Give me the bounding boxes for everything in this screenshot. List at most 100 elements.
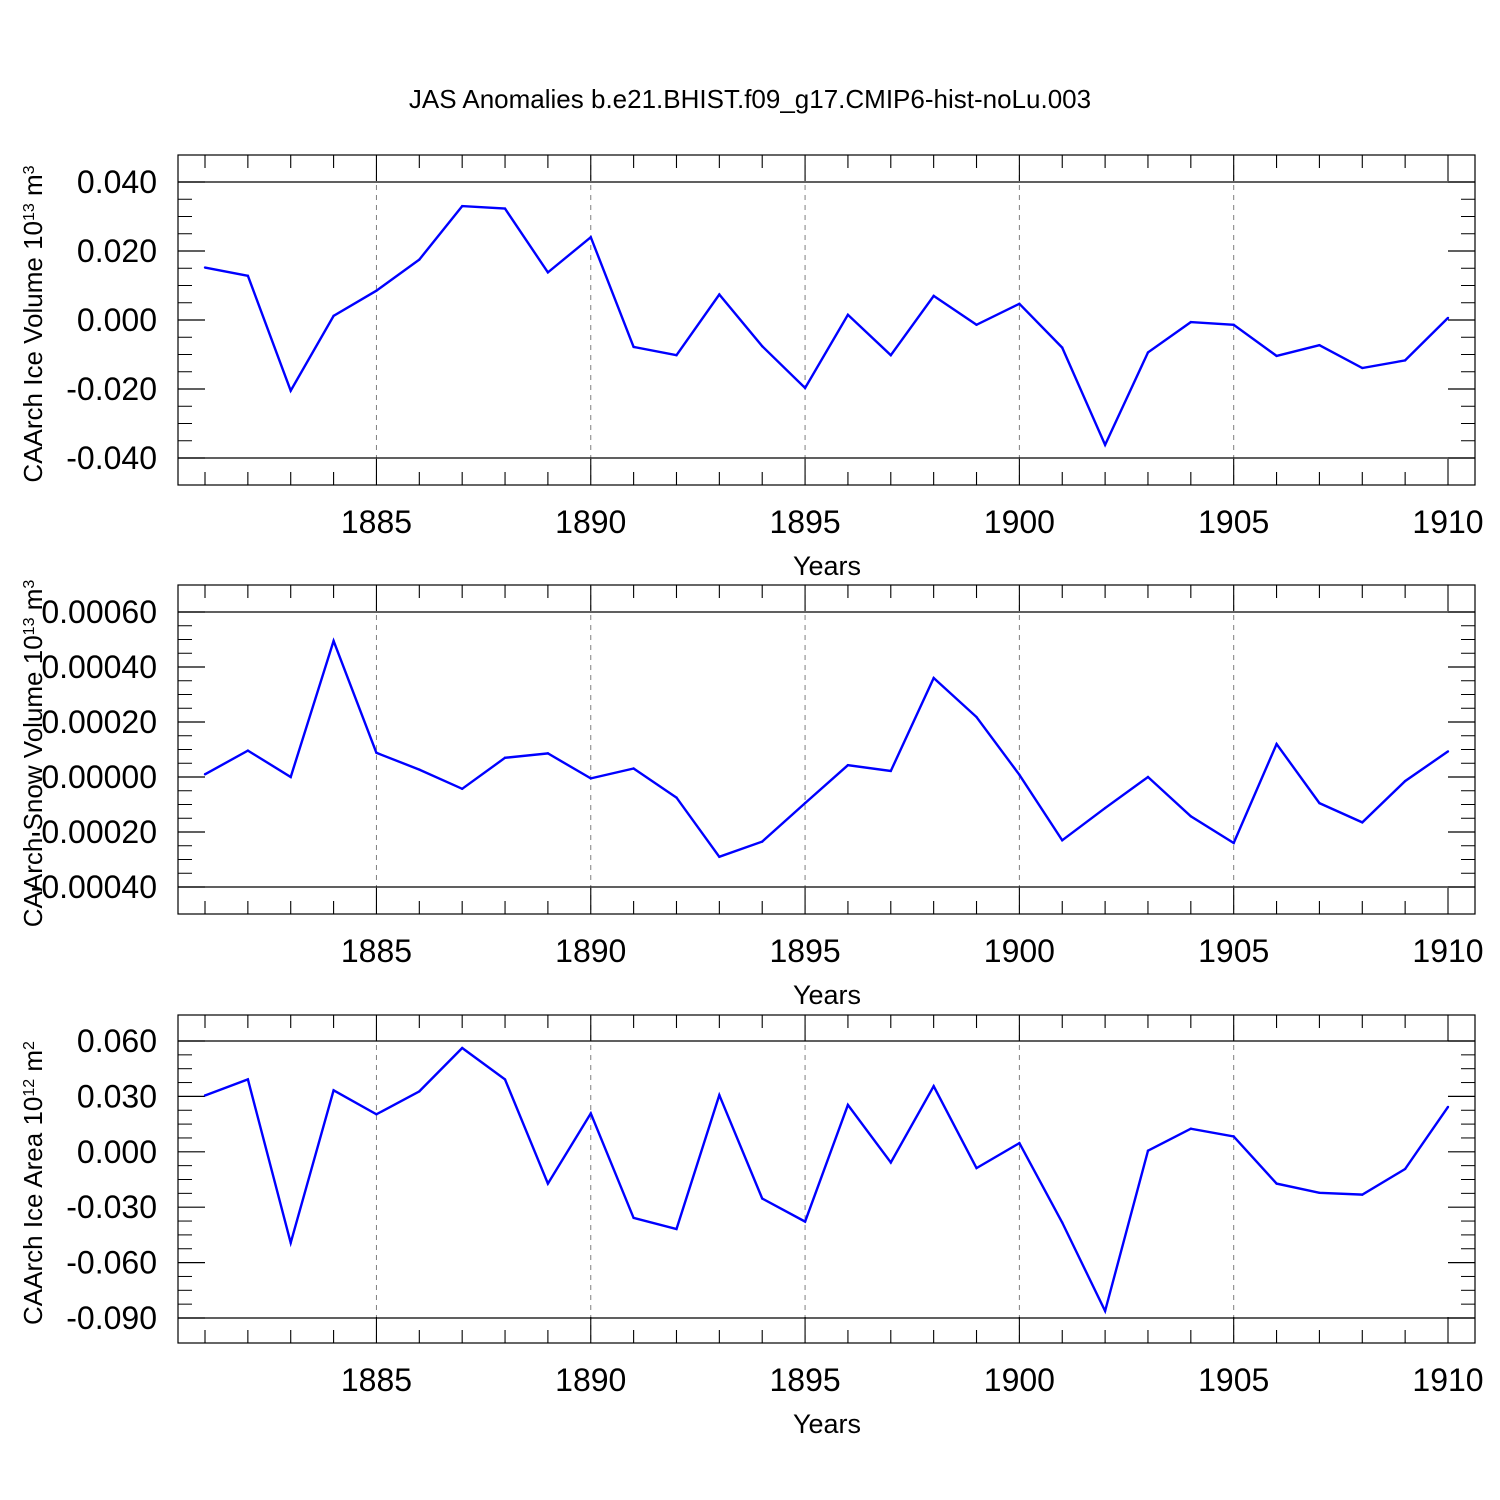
data-point — [1232, 841, 1235, 845]
data-point — [546, 1182, 550, 1185]
y-tick-label: 0.00040 — [41, 649, 157, 685]
data-point — [1189, 320, 1193, 324]
data-point — [1146, 351, 1150, 354]
data-point — [1275, 742, 1278, 746]
y-tick-label: 0.030 — [77, 1078, 157, 1114]
data-point — [1361, 821, 1364, 824]
x-tick-label: 1910 — [1412, 1362, 1483, 1398]
data-point — [1146, 775, 1150, 779]
data-point — [889, 1161, 892, 1164]
data-point — [332, 1089, 335, 1092]
data-point — [1061, 346, 1064, 349]
data-point — [675, 353, 678, 357]
data-point — [846, 1103, 850, 1107]
y-tick-label: 0.00020 — [41, 704, 157, 740]
data-point — [675, 796, 678, 799]
plot-frame — [177, 1014, 1476, 1344]
data-point — [975, 323, 978, 327]
data-point — [1018, 302, 1021, 305]
y-tick-label: 0.000 — [77, 302, 157, 338]
data-point — [589, 1112, 592, 1115]
data-point — [460, 204, 464, 208]
chart-panel-1: -0.040 -0.020 0.000 0.020 0.040 1885 1890 1895 1… — [18, 154, 1484, 581]
series-line — [204, 204, 1449, 448]
data-point — [1018, 773, 1021, 776]
y-tick-label: 0.020 — [77, 233, 157, 269]
x-tick-label: 1910 — [1412, 933, 1483, 969]
y-tick-label: 0.060 — [77, 1023, 157, 1059]
data-point — [375, 751, 378, 754]
data-point — [1361, 1193, 1364, 1196]
data-point — [589, 777, 592, 780]
data-point — [375, 1113, 378, 1116]
data-point — [718, 293, 721, 296]
x-tick-label: 1900 — [984, 1362, 1055, 1398]
data-point — [1232, 1135, 1235, 1138]
data-point — [846, 313, 850, 317]
x-tick-label: 1890 — [555, 1362, 626, 1398]
data-point — [1403, 1167, 1407, 1171]
data-point — [632, 767, 635, 770]
data-point — [418, 258, 421, 261]
figure-title: JAS Anomalies b.e21.BHIST.f09_g17.CMIP6-… — [409, 84, 1091, 114]
data-point — [246, 1078, 250, 1081]
data-point — [1275, 354, 1278, 358]
series-line — [204, 637, 1449, 859]
data-point — [246, 274, 250, 278]
data-point — [1018, 1141, 1021, 1145]
data-point — [803, 1220, 807, 1223]
x-tick-label: 1895 — [769, 504, 840, 540]
x-tick-label: 1900 — [984, 504, 1055, 540]
data-point — [932, 294, 935, 298]
plot-frame — [177, 154, 1476, 486]
series-line — [204, 1046, 1449, 1315]
data-point — [932, 1085, 935, 1088]
data-point — [503, 756, 507, 759]
y-axis-label: CAArch Ice Area 1012 m2 — [18, 1041, 48, 1325]
y-tick-label: -0.090 — [66, 1300, 157, 1336]
data-point — [246, 749, 250, 752]
x-tick-label: 1885 — [341, 504, 412, 540]
data-point — [1446, 750, 1450, 753]
data-point — [803, 801, 807, 805]
data-point — [418, 768, 421, 771]
data-point — [632, 1216, 635, 1220]
x-tick-label: 1885 — [341, 933, 412, 969]
data-point — [418, 1090, 421, 1093]
data-point — [503, 1078, 507, 1081]
data-point — [1361, 366, 1364, 370]
y-tick-label: -0.040 — [66, 440, 157, 476]
data-point — [1403, 779, 1407, 783]
data-point — [332, 639, 335, 643]
data-point — [975, 1166, 978, 1170]
data-point — [203, 266, 207, 269]
data-point — [1146, 1149, 1150, 1152]
data-point — [203, 1094, 207, 1097]
data-point — [1318, 1191, 1321, 1194]
data-point — [1189, 815, 1193, 818]
data-point — [375, 289, 378, 292]
y-tick-label: -0.060 — [66, 1245, 157, 1281]
data-point — [761, 840, 764, 843]
y-tick-label: 0.000 — [77, 1134, 157, 1170]
data-point — [1446, 1105, 1450, 1109]
data-point — [975, 715, 978, 719]
data-point — [289, 775, 292, 779]
data-point — [546, 271, 550, 274]
x-tick-label: 1885 — [341, 1362, 412, 1398]
y-tick-label: -0.020 — [66, 371, 157, 407]
data-point — [1061, 839, 1064, 842]
data-point — [1446, 316, 1450, 320]
data-point — [203, 773, 207, 776]
data-point — [1275, 1182, 1278, 1185]
y-tick-label: 0.00060 — [41, 594, 157, 630]
data-point — [1318, 801, 1321, 805]
data-point — [932, 676, 935, 680]
x-tick-label: 1905 — [1198, 933, 1269, 969]
x-tick-label: 1895 — [769, 1362, 840, 1398]
data-point — [460, 787, 464, 791]
data-point — [1061, 1221, 1064, 1224]
x-tick-label: 1890 — [555, 504, 626, 540]
y-tick-label: 0.00000 — [41, 759, 157, 795]
